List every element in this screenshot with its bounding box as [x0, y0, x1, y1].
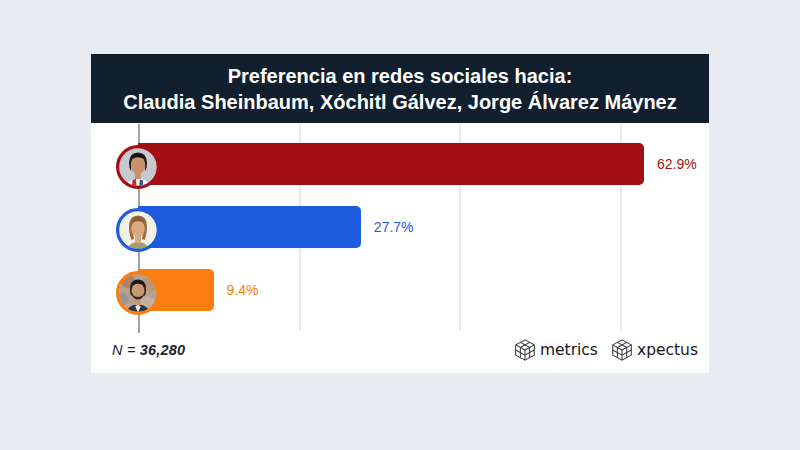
- chart-title: Preferencia en redes sociales hacia: Cla…: [91, 54, 709, 123]
- xpectus-logo-text: xpectus: [637, 341, 698, 359]
- bar-row-claudia-sheinbaum: 62.9%: [91, 143, 709, 189]
- xpectus-logo: xpectus: [611, 339, 698, 361]
- avatar-xochitl-galvez: [116, 208, 160, 252]
- xpectus-cube-icon: [611, 339, 633, 361]
- bar-row-xochitl-galvez: 27.7%: [91, 206, 709, 252]
- bar-row-jorge-alvarez-maynez: 9.4%: [91, 269, 709, 315]
- title-line-1: Preferencia en redes sociales hacia:: [91, 63, 709, 89]
- title-line-2: Claudia Sheinbaum, Xóchitl Gálvez, Jorge…: [91, 89, 709, 115]
- value-label-claudia: 62.9%: [657, 143, 697, 185]
- metrics-logo-text: metrics: [540, 341, 598, 359]
- footer-logos: metrics xpectus: [514, 339, 698, 361]
- metrics-cube-icon: [514, 339, 536, 361]
- sample-size-value: 36,280: [140, 342, 186, 358]
- bar-claudia-sheinbaum: [138, 143, 644, 185]
- chart-card: Preferencia en redes sociales hacia: Cla…: [91, 54, 709, 373]
- bar-xochitl-galvez: [138, 206, 361, 248]
- avatar-jorge-alvarez-maynez: [116, 271, 160, 315]
- avatar-claudia-sheinbaum: [116, 145, 160, 189]
- bar-chart: 62.9% 27.7%: [91, 123, 709, 373]
- sample-size: N = 36,280: [112, 342, 185, 358]
- sample-size-prefix: N =: [112, 342, 140, 358]
- value-label-xochitl: 27.7%: [374, 206, 414, 248]
- metrics-logo: metrics: [514, 339, 598, 361]
- value-label-jorge: 9.4%: [227, 269, 259, 311]
